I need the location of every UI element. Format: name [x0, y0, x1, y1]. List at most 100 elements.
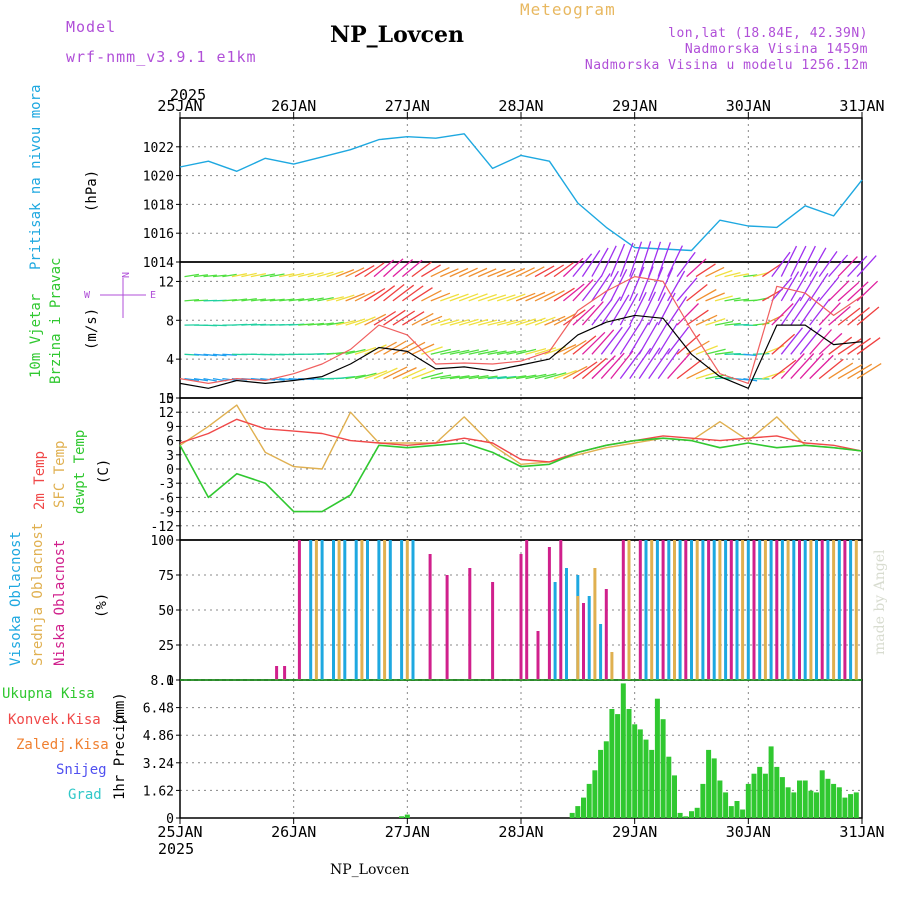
precip-bar	[615, 714, 621, 818]
dewpt-line	[179, 437, 863, 513]
wind-arrow	[705, 266, 725, 278]
wind-arrow	[468, 375, 489, 380]
page-title: NP_Lovcen	[330, 22, 464, 48]
wind-arrow	[364, 370, 388, 380]
wind-arrow	[269, 298, 285, 302]
wind-arrow	[392, 367, 417, 380]
wind-arrow	[648, 292, 666, 326]
wind-arrow	[809, 354, 834, 380]
cloud-bar	[314, 540, 318, 680]
y-tick-label: 0	[166, 463, 174, 478]
precip-bar	[569, 812, 575, 818]
cloud-bar	[837, 540, 841, 680]
precip-bar	[757, 766, 763, 818]
wind-arrow	[771, 303, 794, 326]
wind-arrow	[279, 298, 295, 302]
precip-bar	[842, 797, 848, 818]
wind-arrow	[544, 290, 565, 302]
wind-arrow	[591, 247, 609, 277]
wind-arrow	[373, 310, 397, 326]
wind-arrow	[629, 241, 643, 277]
wind-arrow	[847, 363, 873, 380]
wind-arrow	[799, 271, 819, 302]
wind-arrow	[496, 350, 517, 355]
cloud-bar	[798, 540, 801, 680]
precip-bar	[717, 780, 723, 818]
wind-arrow	[212, 274, 227, 278]
wind-arrow	[449, 319, 470, 326]
cloud-bar	[360, 540, 364, 680]
temp2m-line	[179, 418, 863, 463]
x-tick-label-top: 28JAN	[498, 97, 543, 115]
y-tick-label: 3.24	[143, 757, 174, 772]
precip-bar	[626, 709, 632, 818]
wind-speed-line	[179, 314, 863, 389]
wind-arrow	[525, 373, 547, 380]
wind-arrow	[837, 307, 861, 326]
wind-arrow	[790, 353, 815, 380]
cloud-bar	[553, 582, 557, 680]
wind-arrow	[818, 358, 844, 380]
wind-arrow	[354, 346, 377, 355]
wind-arrow	[856, 363, 882, 380]
wind-arrow	[222, 353, 237, 356]
wind-arrow	[440, 319, 460, 326]
cloud-bar	[832, 540, 836, 680]
wind-arrow	[440, 293, 460, 302]
wind-arrow	[373, 259, 395, 278]
wind-arrow	[686, 283, 708, 302]
wind-arrow	[250, 273, 267, 278]
wind-arrow	[724, 297, 741, 302]
cloud-bar	[707, 540, 711, 680]
cloud-bar	[843, 540, 847, 680]
x-tick-label-top: 26JAN	[271, 97, 316, 115]
wind-arrow	[477, 293, 497, 302]
wind-arrow	[733, 273, 749, 278]
wind-arrow	[487, 268, 506, 278]
wind-arrow	[317, 271, 334, 278]
wind-arrow	[411, 343, 435, 355]
x-tick-label-bottom: 25JAN	[157, 823, 202, 841]
x-tick-label-top: 31JAN	[839, 97, 884, 115]
wind-arrow	[335, 294, 355, 302]
wind-arrow	[828, 280, 850, 302]
cloud-bar	[283, 666, 287, 680]
precip-bar	[683, 816, 689, 818]
precip-bar	[779, 777, 785, 818]
wind-arrow	[581, 331, 606, 355]
wind-arrow	[383, 340, 407, 355]
wind-arrow	[856, 255, 877, 278]
precip-bar	[774, 766, 780, 818]
wind-arrow	[525, 347, 547, 355]
model-value: wrf-nmm_v3.9.1 e1km	[66, 48, 257, 66]
y-tick-label: 3	[166, 449, 174, 464]
cloud-bar	[519, 554, 523, 680]
wind-arrow	[459, 318, 479, 326]
y-tick-label: 15	[158, 392, 174, 407]
precip-bar	[404, 814, 410, 818]
wind-arrow	[799, 327, 822, 355]
x-tick-label-bottom: 29JAN	[612, 823, 657, 841]
y-tick-label: 12	[158, 406, 174, 421]
precip-bar	[700, 783, 706, 818]
wind-arrow	[780, 271, 800, 302]
meteogram-label: Meteogram	[520, 0, 616, 19]
wind-arrow	[572, 279, 594, 302]
precip-bar	[814, 792, 819, 818]
wind-arrow	[676, 303, 699, 326]
wind-arrow	[449, 349, 470, 355]
wind-arrow	[241, 323, 258, 326]
precip-bar	[677, 812, 683, 818]
y-tick-label: 75	[158, 569, 174, 584]
wind-arrow	[430, 348, 451, 355]
cloud-bar	[582, 603, 585, 680]
wind-arrow	[676, 251, 696, 277]
compass-n: N	[119, 272, 130, 278]
wind-arrow	[468, 349, 489, 355]
wind-arrow	[553, 287, 575, 302]
precip-bar	[581, 797, 586, 818]
legend-total-rain: Ukupna Kisa	[2, 686, 95, 702]
wind-arrow	[648, 348, 671, 379]
cloud-bar	[655, 540, 659, 680]
cloud-bar	[599, 624, 603, 680]
